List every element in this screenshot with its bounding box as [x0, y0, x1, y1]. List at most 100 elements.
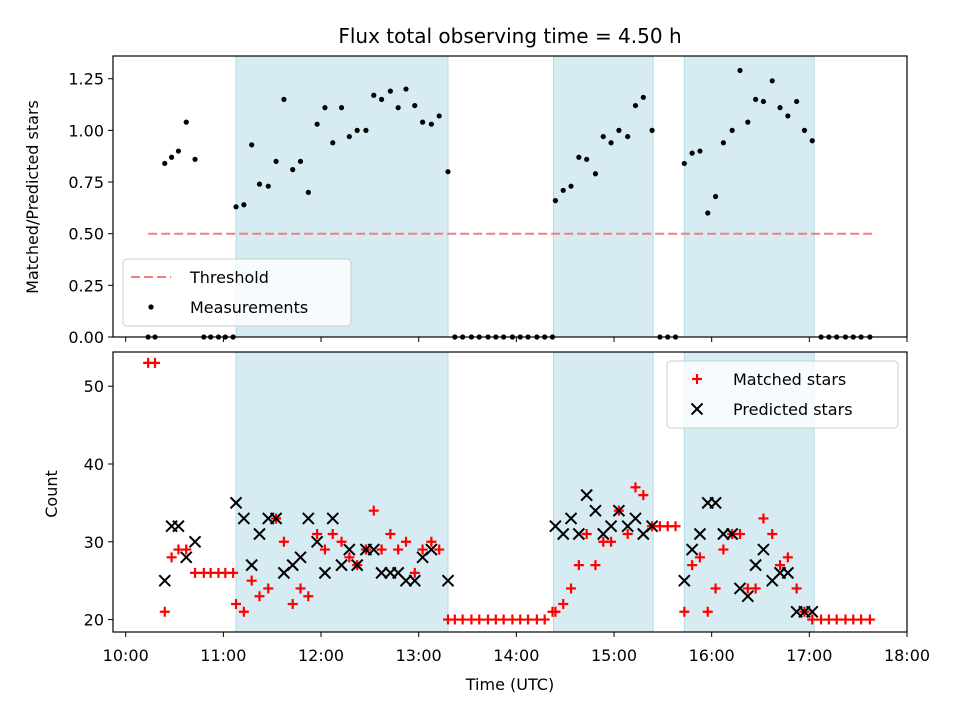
measurement-point: [600, 133, 606, 140]
measurement-point: [625, 133, 631, 140]
x-tick-label: 11:00: [200, 646, 246, 665]
measurement-point: [412, 102, 418, 109]
measurement-point: [403, 86, 409, 92]
matched-star-point: [417, 544, 428, 555]
predicted-star-point: [741, 590, 755, 603]
x-tick-label: 14:00: [493, 646, 539, 665]
measurement-point: [297, 158, 304, 164]
predicted-star-point: [302, 512, 315, 525]
measurement-point: [387, 88, 393, 94]
matched-star-point: [278, 536, 289, 547]
matched-star-point: [400, 536, 411, 547]
predicted-star-point: [158, 574, 171, 587]
matched-star-point: [368, 505, 379, 516]
legend-measurements-swatch: [148, 304, 154, 310]
matched-star-point: [856, 614, 867, 625]
x-tick-label: 10:00: [103, 646, 149, 665]
predicted-star-point: [806, 605, 819, 618]
matched-star-point: [376, 544, 387, 555]
predicted-star-point: [318, 566, 332, 580]
measurement-point: [162, 160, 168, 167]
matched-star-point: [622, 529, 633, 539]
bottom-observing-window-0: [235, 351, 449, 633]
matched-star-point: [539, 614, 550, 625]
x-tick-label: 12:00: [298, 646, 344, 665]
matched-star-point: [474, 614, 485, 625]
matched-star-point: [327, 529, 338, 539]
measurement-point: [428, 121, 434, 127]
bottom-y-tick-label: 20: [84, 611, 104, 630]
predicted-star-point: [188, 535, 202, 548]
predicted-star-point: [180, 551, 193, 564]
measurement-point: [241, 202, 247, 208]
measurement-point: [183, 119, 189, 125]
measurement-point: [729, 127, 735, 133]
predicted-star-point: [757, 543, 770, 556]
measurement-point: [777, 105, 783, 111]
matched-star-point: [498, 614, 509, 625]
predicted-star-point: [604, 520, 618, 533]
legend-measurements-label: Measurements: [190, 298, 308, 317]
measurement-point: [760, 98, 767, 105]
x-tick-label: 13:00: [396, 646, 442, 665]
matched-star-point: [254, 591, 265, 602]
predicted-star-point: [717, 527, 730, 541]
measurement-point: [363, 127, 369, 133]
measurement-point: [192, 156, 198, 162]
matched-star-point: [385, 529, 396, 539]
matched-star-point: [606, 536, 617, 547]
measurement-point: [576, 154, 582, 160]
matched-star-point: [782, 552, 793, 563]
measurement-point: [649, 127, 655, 133]
matched-star-point: [303, 591, 314, 602]
matched-star-point: [393, 544, 404, 555]
matched-star-point: [190, 567, 201, 578]
predicted-star-point: [645, 520, 659, 533]
matched-star-point: [181, 544, 192, 555]
measurement-point: [346, 133, 352, 140]
measurement-point: [175, 148, 182, 154]
chart-title: Flux total observing time = 4.50 h: [338, 24, 681, 48]
measurement-point: [801, 127, 808, 133]
measurement-point: [395, 105, 401, 111]
matched-star-point: [523, 614, 534, 625]
matched-star-point: [750, 583, 761, 594]
top-panel: 0.00 0.25 0.50 0.75 1.00 1.25 Threshold Measure…: [68, 55, 908, 347]
top-y-tick-label: 0.75: [68, 173, 104, 192]
bottom-y-tick-label: 40: [84, 455, 104, 474]
matched-star-point: [767, 529, 778, 539]
measurement-point: [273, 158, 279, 164]
x-axis-label: Time (UTC): [465, 675, 554, 694]
top-y-axis-label: Matched/Predicted stars: [23, 100, 42, 294]
predicted-star-point: [310, 535, 324, 548]
matched-star-point: [670, 521, 681, 532]
measurement-point: [640, 94, 646, 100]
measurement-point: [720, 140, 726, 146]
legend-predicted-label: Predicted stars: [733, 400, 853, 419]
predicted-star-point: [612, 504, 626, 517]
measurement-point: [338, 105, 345, 111]
matched-star-point: [864, 614, 875, 625]
top-observing-window-2: [683, 55, 815, 338]
predicted-star-point: [580, 488, 593, 502]
measurement-point: [419, 119, 426, 125]
predicted-star-point: [557, 527, 570, 541]
measurement-point: [168, 154, 175, 160]
top-observing-window-1: [552, 55, 654, 338]
measurement-point: [592, 171, 599, 177]
matched-star-point: [159, 606, 170, 617]
matched-star-point: [791, 583, 802, 594]
predicted-star-point: [685, 543, 699, 556]
matched-star-point: [149, 357, 160, 368]
measurement-point: [769, 78, 775, 84]
matched-star-point: [312, 529, 323, 539]
matched-star-point: [630, 482, 641, 493]
measurement-point: [712, 193, 719, 200]
bottom-panel-frame: [112, 351, 908, 633]
matched-star-point: [166, 552, 177, 563]
measurement-point: [632, 102, 639, 109]
matched-star-point: [638, 490, 649, 501]
x-tick-label: 18:00: [884, 646, 930, 665]
predicted-star-point: [425, 543, 438, 556]
measurement-point: [436, 113, 442, 119]
